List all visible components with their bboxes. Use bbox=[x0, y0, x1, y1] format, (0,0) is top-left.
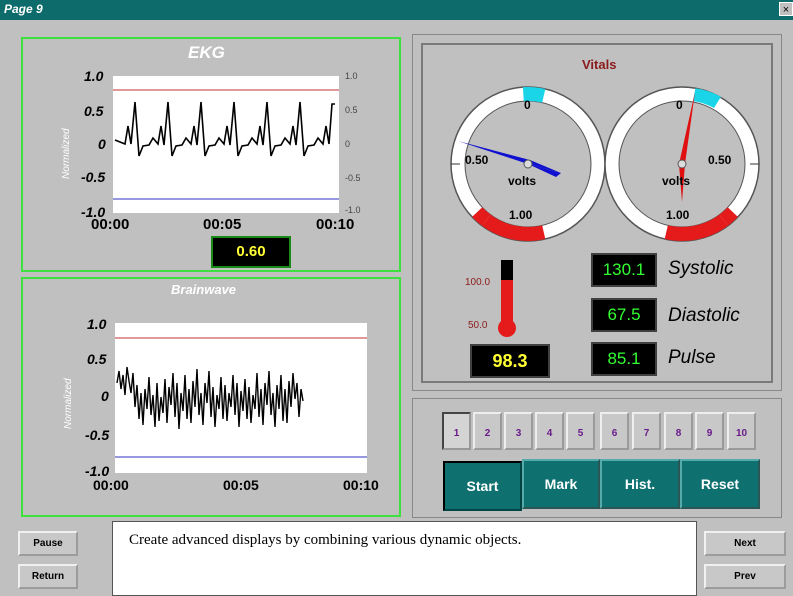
start-button[interactable]: Start bbox=[443, 461, 522, 511]
brainwave-plot-svg bbox=[115, 337, 367, 458]
brainwave-ytick-4: -0.5 bbox=[85, 427, 110, 443]
systolic-display: 130.1 bbox=[591, 253, 657, 287]
ekg-y-axis-label: Normalized bbox=[61, 128, 72, 179]
brainwave-title: Brainwave bbox=[171, 282, 237, 297]
left-gauge-units: volts bbox=[508, 174, 537, 188]
brainwave-xtick-3: 00:10 bbox=[343, 477, 379, 493]
brainwave-panel: Brainwave Normalized 1.0 0.5 0 -0.5 -1.0… bbox=[21, 277, 401, 517]
left-gauge-label-top: 0 bbox=[524, 98, 531, 112]
page-button-1[interactable]: 1 bbox=[442, 412, 471, 450]
systolic-label: Systolic bbox=[668, 258, 734, 279]
ekg-value-display: 0.60 bbox=[211, 236, 291, 268]
diastolic-label: Diastolic bbox=[668, 305, 740, 326]
ekg-trace bbox=[114, 101, 335, 157]
reset-button[interactable]: Reset bbox=[680, 459, 760, 509]
ekg-title: EKG bbox=[188, 43, 225, 62]
temperature-display: 98.3 bbox=[470, 344, 550, 378]
message-text: Create advanced displays by combining va… bbox=[129, 532, 522, 548]
ekg-rtick-2: 0.5 bbox=[345, 105, 358, 115]
right-gauge bbox=[604, 86, 760, 242]
ekg-ytick-5: -1.0 bbox=[81, 204, 106, 220]
pulse-display: 85.1 bbox=[591, 342, 657, 376]
brainwave-ytick-3: 0 bbox=[101, 388, 109, 404]
title-bar: Page 9 × bbox=[0, 0, 793, 20]
page-button-7[interactable]: 7 bbox=[632, 412, 661, 450]
ekg-ytick-4: -0.5 bbox=[81, 169, 106, 185]
right-gauge-needle bbox=[679, 92, 695, 202]
hist-button[interactable]: Hist. bbox=[600, 459, 680, 509]
page-button-2[interactable]: 2 bbox=[473, 412, 502, 450]
pause-button[interactable]: Pause bbox=[18, 531, 78, 556]
window-title: Page 9 bbox=[4, 2, 43, 16]
brainwave-xtick-1: 00:00 bbox=[93, 477, 129, 493]
close-icon[interactable]: × bbox=[779, 2, 793, 16]
thermometer-fill bbox=[501, 280, 513, 330]
brainwave-ytick-5: -1.0 bbox=[85, 463, 110, 479]
ekg-ytick-3: 0 bbox=[98, 136, 106, 152]
brainwave-ytick-2: 0.5 bbox=[87, 351, 107, 367]
brainwave-plot bbox=[115, 323, 367, 473]
right-gauge-units: volts bbox=[662, 174, 691, 188]
vitals-inner-frame bbox=[421, 43, 773, 383]
ekg-xtick-2: 00:05 bbox=[203, 216, 242, 233]
message-box: Create advanced displays by combining va… bbox=[112, 521, 697, 596]
return-button[interactable]: Return bbox=[18, 564, 78, 589]
thermometer-tick-high: 100.0 bbox=[465, 277, 491, 288]
diastolic-display: 67.5 bbox=[591, 298, 657, 332]
page-button-5[interactable]: 5 bbox=[566, 412, 595, 450]
right-gauge-label-top: 0 bbox=[676, 98, 683, 112]
left-gauge bbox=[450, 86, 606, 242]
ekg-xtick-3: 00:10 bbox=[316, 216, 355, 233]
prev-button[interactable]: Prev bbox=[704, 564, 786, 589]
right-gauge-label-mid: 0.50 bbox=[708, 153, 732, 167]
page-button-9[interactable]: 9 bbox=[695, 412, 724, 450]
thermometer bbox=[498, 260, 516, 337]
page-button-3[interactable]: 3 bbox=[504, 412, 533, 450]
brainwave-xtick-2: 00:05 bbox=[223, 477, 259, 493]
brainwave-ytick-1: 1.0 bbox=[87, 316, 107, 332]
control-panel bbox=[412, 398, 782, 518]
ekg-ytick-1: 1.0 bbox=[84, 68, 104, 84]
left-gauge-label-bottom: 1.00 bbox=[509, 208, 533, 222]
page-button-10[interactable]: 10 bbox=[727, 412, 756, 450]
left-gauge-label-mid: 0.50 bbox=[465, 153, 489, 167]
page-button-8[interactable]: 8 bbox=[664, 412, 693, 450]
page-button-4[interactable]: 4 bbox=[535, 412, 564, 450]
ekg-rtick-1: 1.0 bbox=[345, 71, 358, 81]
brainwave-y-axis-label: Normalized bbox=[63, 378, 74, 429]
ekg-panel: EKG Normalized 1.0 0.5 0 -0.5 -1.0 1.0 0… bbox=[21, 37, 401, 272]
brainwave-trace bbox=[116, 366, 304, 430]
vitals-title: Vitals bbox=[582, 57, 617, 72]
right-gauge-label-bottom: 1.00 bbox=[666, 208, 690, 222]
ekg-plot bbox=[113, 76, 339, 213]
ekg-ytick-2: 0.5 bbox=[84, 103, 104, 119]
mark-button[interactable]: Mark bbox=[522, 459, 600, 509]
left-gauge-needle bbox=[458, 141, 561, 173]
ekg-xtick-1: 00:00 bbox=[91, 216, 130, 233]
next-button[interactable]: Next bbox=[704, 531, 786, 556]
thermometer-tick-low: 50.0 bbox=[468, 320, 488, 331]
pulse-label: Pulse bbox=[668, 347, 716, 368]
ekg-rtick-3: 0 bbox=[345, 139, 351, 149]
vitals-panel bbox=[412, 34, 782, 391]
ekg-rtick-4: -0.5 bbox=[345, 173, 361, 183]
ekg-plot-svg bbox=[113, 89, 339, 200]
page-button-6[interactable]: 6 bbox=[600, 412, 629, 450]
ekg-rtick-5: -1.0 bbox=[345, 205, 361, 215]
